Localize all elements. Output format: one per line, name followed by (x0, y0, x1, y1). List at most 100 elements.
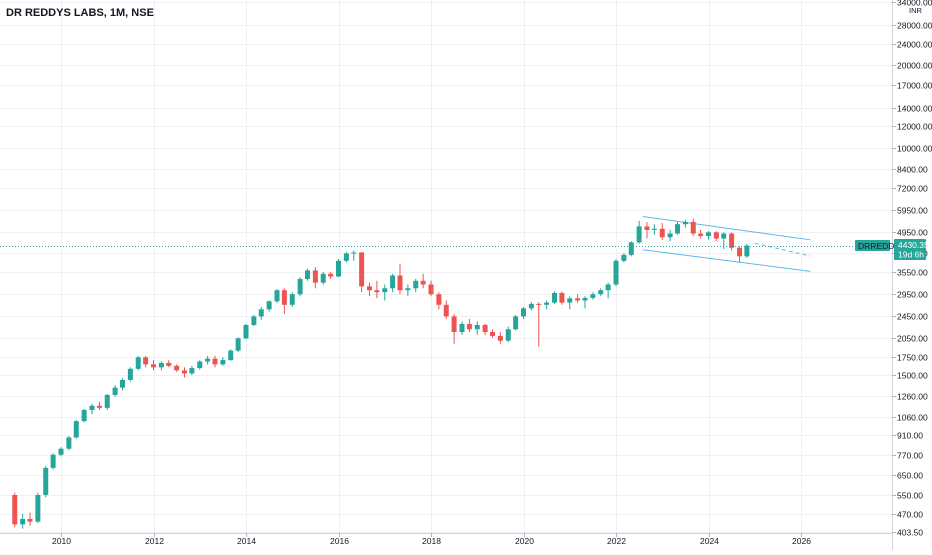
candle-body (490, 332, 496, 336)
chart-title: DR REDDYS LABS, 1M, NSE (6, 7, 154, 19)
candle-up (621, 253, 627, 263)
candle-up (582, 296, 588, 309)
grid (0, 0, 892, 533)
candle-up (297, 277, 303, 297)
candle-body (151, 364, 156, 368)
candle-body (251, 316, 257, 325)
candle-body (690, 221, 696, 234)
candle-body (127, 368, 133, 380)
candle-body (58, 448, 64, 455)
candle-down (312, 267, 318, 289)
candle-down (143, 355, 149, 368)
price-tags: DRREDDY 4430.35 19d 6h INR (855, 6, 929, 260)
candle-down (374, 280, 380, 299)
candle-body (513, 316, 519, 330)
y-tick-label: 34000.00 (897, 0, 932, 8)
candle-up (405, 284, 411, 297)
candle-up (235, 337, 241, 352)
candle-up (127, 367, 133, 382)
y-tick-label: 650.00 (897, 471, 923, 481)
candle-body (459, 323, 465, 333)
y-tick-label: 2050.00 (897, 334, 928, 344)
candle-body (521, 308, 526, 317)
candle-up (266, 300, 272, 312)
candle-up (351, 250, 357, 261)
y-tick-label: 12000.00 (897, 122, 932, 132)
candle-body (305, 270, 311, 280)
y-tick-label: 3550.00 (897, 268, 928, 278)
y-axis-ticks: 34000.00 28000.00 24000.00 20000.00 17000.00… (892, 0, 932, 538)
candle-body (413, 280, 419, 289)
candle-up (706, 231, 711, 240)
candle-up (158, 361, 164, 371)
candle-up (73, 419, 79, 439)
candle-body (390, 275, 396, 289)
candle-body (621, 254, 627, 261)
x-tick-label: 2022 (607, 536, 626, 546)
y-tick-label: 1750.00 (897, 353, 928, 363)
candle-up (651, 224, 657, 235)
candle-up (289, 292, 295, 308)
candle-up (50, 453, 56, 470)
candle-body (667, 233, 673, 238)
y-tick-label: 28000.00 (897, 21, 932, 31)
candle-up (120, 378, 126, 391)
candle-up (220, 357, 226, 366)
candle-up (390, 273, 396, 293)
candle-body (12, 494, 18, 525)
candle-up (205, 355, 211, 365)
candle-body (328, 273, 334, 277)
axes (0, 0, 893, 550)
candle-body (544, 302, 550, 305)
y-tick-label: 14000.00 (897, 104, 932, 114)
candle-down (559, 291, 565, 305)
x-tick-label: 2010 (52, 536, 71, 546)
candle-body (366, 286, 372, 291)
candle-body (281, 290, 287, 305)
candle-body (43, 467, 49, 495)
candle-body (651, 228, 657, 230)
candle-body (636, 226, 642, 243)
price-channel (642, 216, 811, 272)
candle-body (174, 365, 180, 371)
candle-body (428, 284, 434, 295)
candle-up (104, 394, 110, 410)
candle-up (43, 466, 49, 498)
candle-body (744, 245, 750, 257)
candle-up (81, 408, 87, 423)
candle-body (135, 357, 141, 369)
candle-body (96, 405, 102, 408)
candle-body (81, 409, 87, 422)
candle-body (189, 368, 195, 374)
candle-body (598, 290, 604, 295)
x-tick-label: 2012 (145, 536, 164, 546)
candle-body (73, 421, 79, 438)
candle-up (228, 349, 234, 361)
candle-down (736, 246, 742, 263)
candle-up (528, 302, 534, 311)
last-price-label: 4430.35 (898, 240, 929, 250)
candle-body (405, 288, 411, 291)
candle-body (706, 232, 711, 237)
candle-down (366, 282, 372, 297)
candle-up (675, 221, 681, 235)
candle-up (544, 300, 550, 310)
candle-body (351, 252, 357, 254)
candle-down (497, 332, 503, 344)
candle-up (474, 321, 480, 335)
candle-body (382, 288, 388, 293)
x-tick-label: 2024 (700, 536, 719, 546)
x-tick-label: 2020 (515, 536, 534, 546)
candle-up (135, 355, 141, 371)
candle-down (96, 401, 102, 410)
candle-body (258, 309, 264, 317)
y-tick-label: 4950.00 (897, 228, 928, 238)
y-tick-label: 1260.00 (897, 392, 928, 402)
y-tick-label: 1500.00 (897, 371, 928, 381)
y-tick-label: 24000.00 (897, 40, 932, 50)
candle-body (120, 379, 126, 388)
candle-body (590, 294, 596, 298)
candle-body (559, 292, 565, 303)
candle-body (497, 335, 503, 341)
